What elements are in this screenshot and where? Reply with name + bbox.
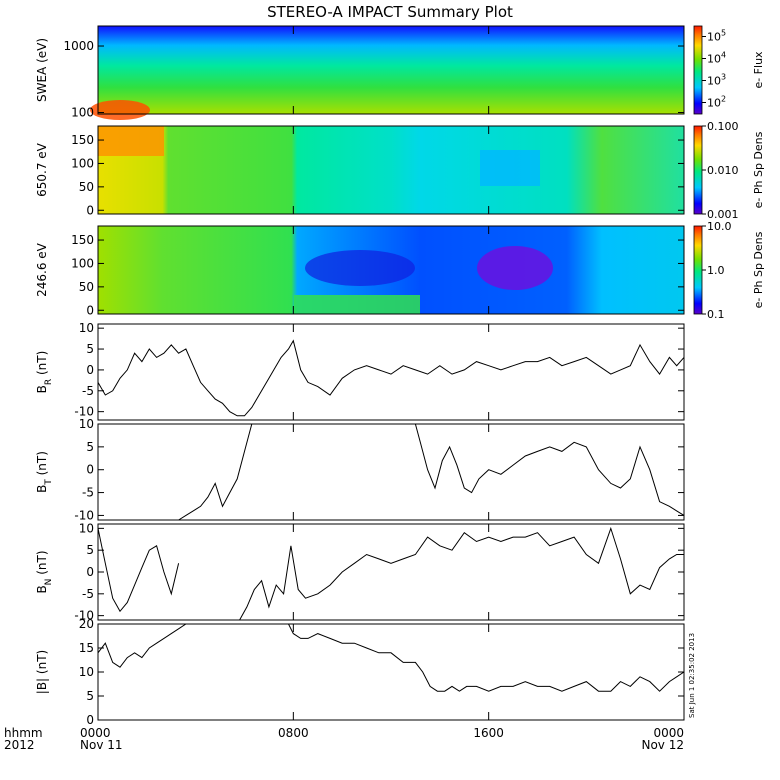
colorbar-label: e- Flux bbox=[752, 51, 765, 89]
y-tick-label: 0 bbox=[86, 303, 94, 317]
y-axis-label: 246.6 eV bbox=[35, 242, 49, 297]
y-tick-label: 100 bbox=[71, 106, 94, 120]
y-tick-label: 100 bbox=[71, 256, 94, 270]
timestamp-stamp: Sat Jun 1 02:35:02 2013 bbox=[688, 633, 696, 718]
y-tick-label: -5 bbox=[82, 384, 94, 398]
p650-blue-patch bbox=[480, 150, 540, 186]
colorbar-tick-label: 104 bbox=[707, 50, 726, 65]
y-tick-label: -5 bbox=[82, 587, 94, 601]
x-tick-date: Nov 11 bbox=[80, 738, 123, 752]
y-axis-label: 650.7 eV bbox=[35, 142, 49, 197]
y-tick-label: 10 bbox=[79, 665, 94, 679]
y-tick-label: 10 bbox=[79, 521, 94, 535]
bmag-panel bbox=[97, 623, 685, 721]
bn-panel bbox=[97, 523, 685, 621]
y-tick-label: -10 bbox=[74, 405, 94, 419]
series-line bbox=[97, 339, 685, 417]
time-axis-row2-label: 2012 bbox=[4, 738, 35, 752]
y-tick-label: 5 bbox=[86, 689, 94, 703]
colorbar-tick-label: 0.100 bbox=[707, 120, 739, 133]
br-panel bbox=[97, 323, 685, 421]
x-tick-label: 0000 bbox=[653, 726, 684, 740]
series-layer bbox=[97, 339, 685, 692]
bt-panel bbox=[97, 423, 685, 521]
y-axis-label: BT (nT) bbox=[35, 451, 54, 493]
y-tick-label: 0 bbox=[86, 463, 94, 477]
colorbar-2 bbox=[693, 125, 703, 215]
y-tick-label: 5 bbox=[86, 342, 94, 356]
p246-spectrogram-panel bbox=[97, 225, 685, 315]
p246-frame bbox=[97, 225, 685, 315]
y-tick-label: 5 bbox=[86, 440, 94, 454]
colorbar-label: e- Ph Sp Dens bbox=[752, 131, 765, 208]
y-tick-label: 15 bbox=[79, 641, 94, 655]
colorbar-tick-label: 105 bbox=[707, 28, 726, 43]
colorbar-tick-label: 0.010 bbox=[707, 164, 739, 177]
plot-title: STEREO-A IMPACT Summary Plot bbox=[267, 3, 513, 21]
time-axis-row1-label: hhmm bbox=[4, 726, 43, 740]
colorbar-tick-label: 0.001 bbox=[707, 208, 739, 221]
p650-spectrogram-panel bbox=[97, 125, 685, 215]
y-axis-label: BR (nT) bbox=[35, 351, 54, 394]
y-tick-label: 5 bbox=[86, 543, 94, 557]
colorbar-label: e- Ph Sp Dens bbox=[752, 231, 765, 308]
p246-purple-patch bbox=[477, 246, 553, 290]
y-tick-label: 150 bbox=[71, 133, 94, 147]
series-line bbox=[97, 623, 685, 692]
colorbar-1 bbox=[693, 25, 703, 115]
series-line bbox=[97, 526, 684, 621]
y-tick-label: -5 bbox=[82, 486, 94, 500]
colorbar-tick-label: 102 bbox=[707, 94, 726, 109]
colorbar-tick-label: 10.0 bbox=[707, 220, 732, 233]
x-tick-label: 0000 bbox=[80, 726, 111, 740]
swea-frame bbox=[97, 25, 685, 115]
p650-frame bbox=[97, 125, 685, 215]
y-tick-label: 10 bbox=[79, 321, 94, 335]
y-tick-label: 50 bbox=[79, 280, 94, 294]
y-axis-label: |B| (nT) bbox=[35, 650, 49, 694]
y-axis-label: SWEA (eV) bbox=[35, 38, 49, 102]
y-tick-label: 0 bbox=[86, 713, 94, 727]
y-tick-label: 100 bbox=[71, 156, 94, 170]
y-tick-label: -10 bbox=[74, 609, 94, 623]
p246-low-band bbox=[294, 295, 420, 314]
colorbar-tick-label: 1.0 bbox=[707, 264, 725, 277]
p650-hot-band bbox=[98, 126, 164, 156]
y-tick-label: 1000 bbox=[63, 39, 94, 53]
swea-spectrogram bbox=[98, 26, 684, 114]
p246-dark-blob bbox=[305, 250, 415, 286]
y-tick-label: 150 bbox=[71, 233, 94, 247]
x-tick-label: 1600 bbox=[473, 726, 504, 740]
y-tick-label: -10 bbox=[74, 508, 94, 522]
y-tick-label: 0 bbox=[86, 565, 94, 579]
y-tick-label: 50 bbox=[79, 180, 94, 194]
colorbar-3 bbox=[693, 225, 703, 315]
y-tick-label: 10 bbox=[79, 417, 94, 431]
y-tick-label: 20 bbox=[79, 617, 94, 631]
y-tick-label: 0 bbox=[86, 363, 94, 377]
swea-hot-spot bbox=[90, 100, 150, 120]
y-tick-label: 0 bbox=[86, 203, 94, 217]
series-line bbox=[178, 423, 685, 521]
swea-spectrogram-panel bbox=[90, 25, 685, 120]
colorbar-tick-label: 0.1 bbox=[707, 308, 725, 321]
y-axis-label: BN (nT) bbox=[35, 550, 54, 593]
x-tick-date: Nov 12 bbox=[641, 738, 684, 752]
x-tick-label: 0800 bbox=[278, 726, 309, 740]
p650-spectrogram bbox=[98, 126, 684, 214]
colorbar-tick-label: 103 bbox=[707, 72, 726, 87]
